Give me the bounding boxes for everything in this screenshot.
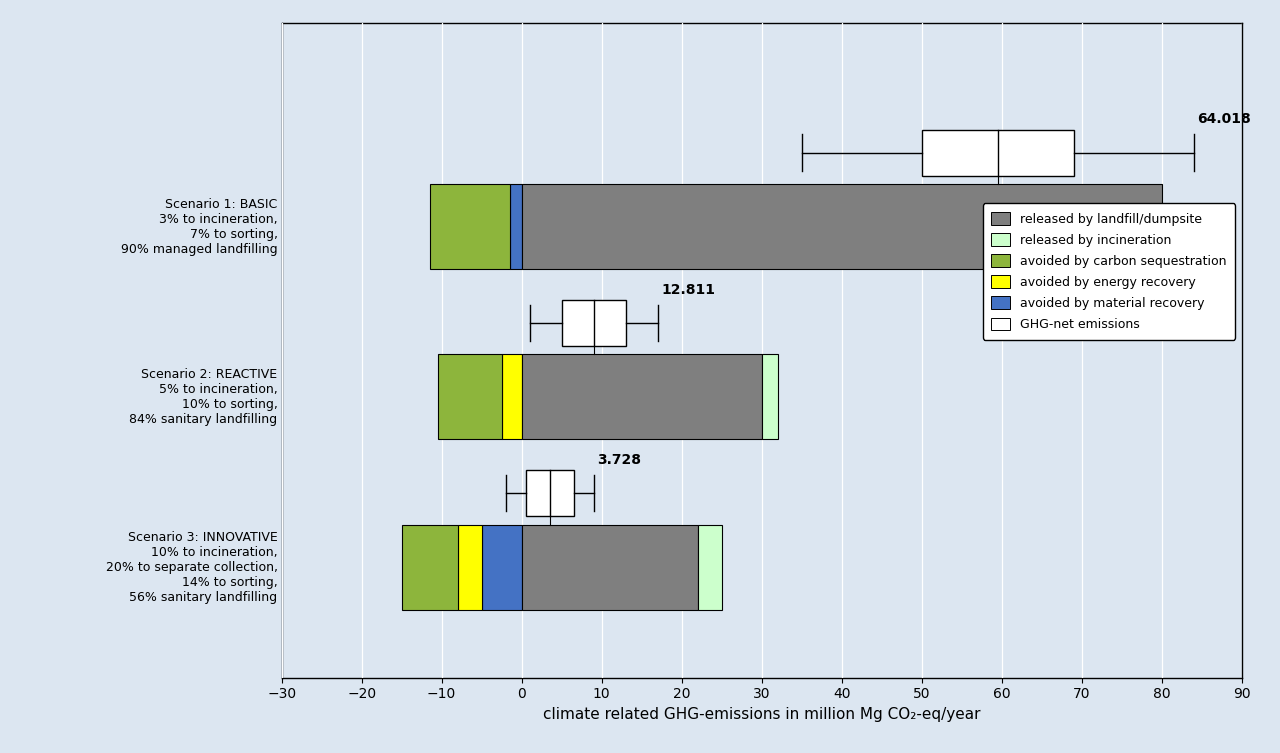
Bar: [438, 355, 502, 440]
Bar: [522, 525, 698, 610]
Text: 64.018: 64.018: [1198, 112, 1252, 127]
X-axis label: climate related GHG-emissions in million Mg CO₂-eq/year: climate related GHG-emissions in million…: [543, 707, 980, 722]
FancyBboxPatch shape: [562, 300, 626, 346]
Text: Scenario 2: REACTIVE
5% to incineration,
10% to sorting,
84% sanitary landfillin: Scenario 2: REACTIVE 5% to incineration,…: [129, 368, 278, 426]
FancyBboxPatch shape: [526, 470, 573, 516]
Bar: [522, 184, 1162, 270]
Text: 12.811: 12.811: [662, 282, 716, 297]
Bar: [762, 355, 778, 440]
Bar: [402, 525, 458, 610]
Legend: released by landfill/dumpsite, released by incineration, avoided by carbon seque: released by landfill/dumpsite, released …: [983, 203, 1235, 340]
Bar: [481, 525, 522, 610]
FancyBboxPatch shape: [922, 130, 1074, 175]
Bar: [522, 355, 762, 440]
Bar: [509, 184, 522, 270]
Bar: [698, 525, 722, 610]
Bar: [502, 355, 522, 440]
Text: Scenario 1: BASIC
3% to incineration,
7% to sorting,
90% managed landfilling: Scenario 1: BASIC 3% to incineration, 7%…: [122, 198, 278, 256]
Bar: [430, 184, 509, 270]
Text: 3.728: 3.728: [598, 453, 641, 467]
Text: Scenario 3: INNOVATIVE
10% to incineration,
20% to separate collection,
14% to s: Scenario 3: INNOVATIVE 10% to incinerati…: [106, 531, 278, 604]
Bar: [458, 525, 481, 610]
